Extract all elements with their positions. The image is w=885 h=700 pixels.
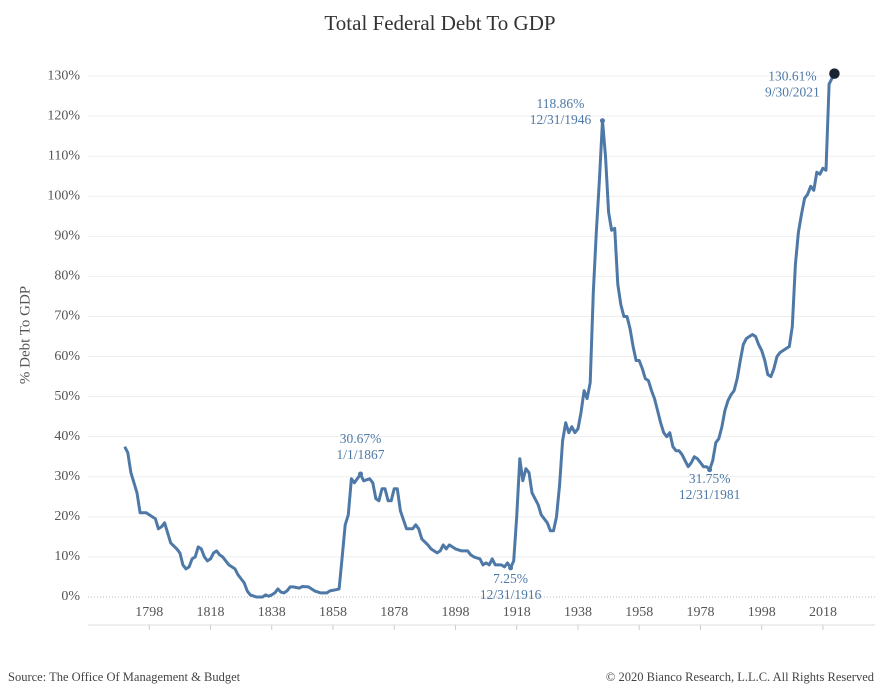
annotation-text: 118.86% (537, 96, 585, 111)
x-tick-label: 1918 (503, 605, 531, 620)
y-tick-label: 70% (54, 309, 80, 324)
y-tick-label: 90% (54, 229, 80, 244)
annotation-point (707, 467, 713, 473)
annotation-text: 12/31/1946 (530, 112, 592, 127)
x-tick-label: 1878 (380, 605, 408, 620)
annotation-text: 9/30/2021 (765, 85, 820, 100)
annotation-point (508, 565, 514, 571)
x-tick-label: 1898 (441, 605, 469, 620)
y-tick-label: 0% (61, 589, 80, 604)
y-tick-label: 100% (47, 188, 80, 203)
x-tick-label: 2018 (809, 605, 837, 620)
annotation-text: 130.61% (768, 69, 816, 84)
annotation-text: 1/1/1867 (337, 447, 385, 462)
y-tick-label: 130% (47, 68, 80, 83)
y-tick-label: 120% (47, 108, 80, 123)
copyright: © 2020 Bianco Research, L.L.C. All Right… (606, 670, 875, 684)
annotation-text: 7.25% (493, 571, 528, 586)
x-tick-label: 1838 (258, 605, 286, 620)
y-tick-label: 110% (48, 148, 80, 163)
last-point (829, 68, 840, 79)
x-tick-label: 1938 (564, 605, 592, 620)
annotation-text: 31.75% (689, 471, 731, 486)
chart-title: Total Federal Debt To GDP (324, 11, 555, 35)
annotation-text: 30.67% (340, 431, 382, 446)
debt-line (123, 72, 836, 599)
annotation-text: 12/31/1981 (679, 487, 741, 502)
y-tick-label: 60% (54, 349, 80, 364)
y-tick-label: 30% (54, 469, 80, 484)
y-tick-label: 80% (54, 269, 80, 284)
y-tick-label: 10% (54, 549, 80, 564)
annotation-point (599, 118, 605, 124)
annotation-text: 12/31/1916 (480, 587, 542, 602)
x-tick-label: 1978 (686, 605, 714, 620)
annotation-point (358, 471, 364, 477)
y-tick-label: 50% (54, 389, 80, 404)
x-tick-label: 1818 (196, 605, 224, 620)
y-tick-label: 20% (54, 509, 80, 524)
source: Source: The Office Of Management & Budge… (8, 670, 241, 684)
x-tick-label: 1998 (748, 605, 776, 620)
x-tick-label: 1858 (319, 605, 347, 620)
x-tick-label: 1958 (625, 605, 653, 620)
x-tick-label: 1798 (135, 605, 163, 620)
y-axis-label: % Debt To GDP (17, 286, 33, 384)
y-tick-label: 40% (54, 429, 80, 444)
